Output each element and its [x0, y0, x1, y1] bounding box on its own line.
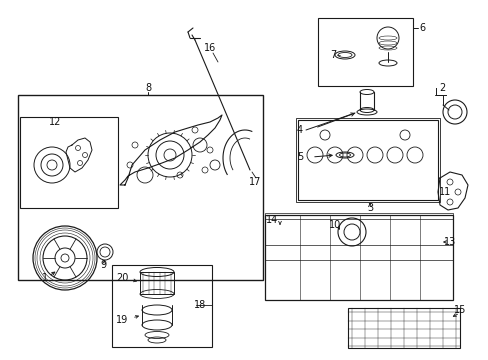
Text: 6: 6 — [418, 23, 424, 33]
Text: 13: 13 — [443, 237, 455, 247]
Bar — [264, 215, 452, 300]
Text: 16: 16 — [203, 43, 216, 53]
Text: 3: 3 — [366, 203, 372, 213]
Text: 17: 17 — [248, 177, 261, 187]
Text: 8: 8 — [144, 83, 151, 93]
Bar — [264, 213, 452, 219]
Bar — [297, 120, 437, 200]
Text: 5: 5 — [296, 152, 303, 162]
Text: 10: 10 — [328, 220, 341, 230]
Bar — [20, 117, 118, 208]
Text: 4: 4 — [296, 125, 303, 135]
Bar — [317, 18, 412, 86]
Text: 20: 20 — [116, 273, 128, 283]
Bar — [18, 95, 263, 280]
Text: 9: 9 — [100, 260, 106, 270]
Text: 7: 7 — [329, 50, 335, 60]
Text: 14: 14 — [265, 215, 278, 225]
Bar — [347, 308, 459, 348]
Text: 12: 12 — [49, 117, 61, 127]
Text: 19: 19 — [116, 315, 128, 325]
Bar — [140, 272, 174, 294]
Text: 15: 15 — [453, 305, 465, 315]
Bar — [112, 265, 212, 347]
Text: 11: 11 — [438, 187, 450, 197]
Text: 2: 2 — [438, 83, 444, 93]
Text: 18: 18 — [193, 300, 206, 310]
Text: 1: 1 — [42, 273, 48, 283]
Bar — [295, 118, 439, 202]
